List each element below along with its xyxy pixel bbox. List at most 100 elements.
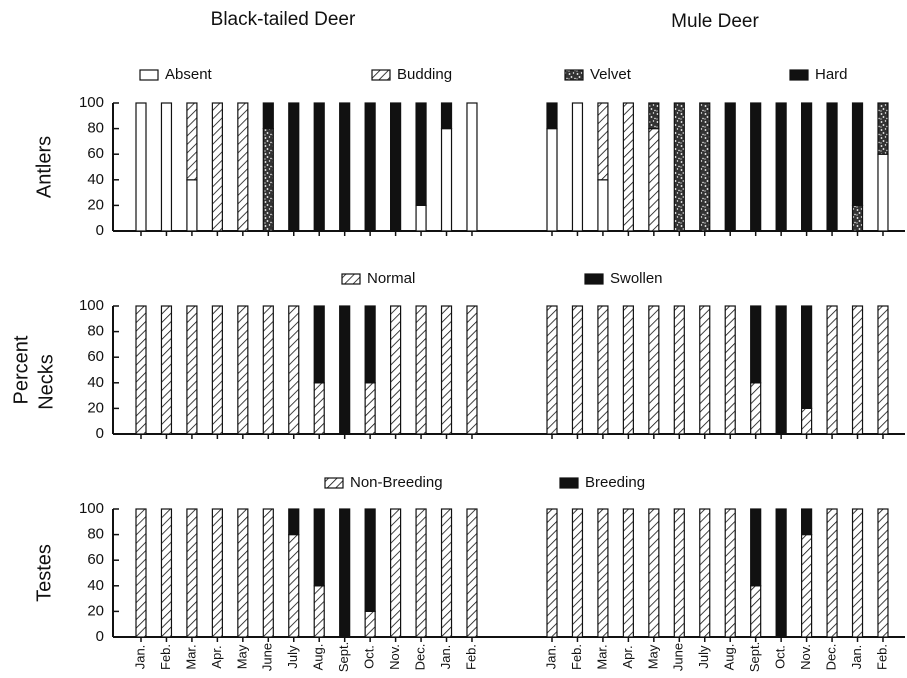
bar-segment xyxy=(364,102,376,232)
x-tick-label: June xyxy=(671,643,686,671)
bar-segment xyxy=(546,305,558,435)
x-tick-label: Feb. xyxy=(158,644,173,670)
bar-segment xyxy=(186,179,198,232)
bar-segment xyxy=(775,305,787,435)
bar-segment xyxy=(415,102,427,207)
legend-swatch xyxy=(789,69,809,81)
legend-swatch xyxy=(324,477,344,489)
y-tick-label: 0 xyxy=(96,425,104,442)
bar-segment xyxy=(440,305,453,435)
y-tick-label: 40 xyxy=(87,577,104,594)
bar-segment xyxy=(750,585,762,638)
y-axis-label: Percent xyxy=(10,335,32,404)
bar-segment xyxy=(750,508,762,587)
y-tick-label: 80 xyxy=(87,120,104,137)
bar-segment xyxy=(775,102,787,232)
bar-segment xyxy=(877,508,889,638)
bar-segment xyxy=(313,508,325,587)
bar-segment xyxy=(851,305,864,435)
bar-segment xyxy=(288,508,300,536)
bar-segment xyxy=(851,204,864,232)
bar-segment xyxy=(750,305,762,384)
y-tick-label: 20 xyxy=(87,399,104,416)
x-tick-label: Jan. xyxy=(438,645,453,670)
bar-segment xyxy=(826,508,838,638)
bar-segment xyxy=(800,407,813,435)
bar-segment xyxy=(160,305,173,435)
bar-segment xyxy=(597,305,609,435)
x-tick-label: Dec. xyxy=(823,644,838,671)
bar-segment xyxy=(364,508,376,613)
bar-segment xyxy=(466,305,478,435)
bar-segment xyxy=(288,102,300,232)
bar-segment xyxy=(648,128,660,232)
bar-segment xyxy=(699,508,711,638)
y-tick-label: 40 xyxy=(87,374,104,391)
bar-segment xyxy=(800,533,813,638)
bar-segment xyxy=(673,305,685,435)
legend-label: Absent xyxy=(165,66,213,83)
bar-segment xyxy=(313,102,325,232)
legend-label: Non-Breeding xyxy=(350,474,443,491)
bar-segment xyxy=(546,128,558,232)
bar-segment xyxy=(800,102,813,232)
bar-segment xyxy=(160,102,173,232)
y-tick-label: 40 xyxy=(87,171,104,188)
bar-segment xyxy=(673,102,685,232)
x-tick-label: July xyxy=(696,645,711,669)
bar-segment xyxy=(750,102,762,232)
bar-segment xyxy=(211,305,223,435)
x-tick-label: Mar. xyxy=(183,644,198,669)
bar-segment xyxy=(237,305,249,435)
bar-segment xyxy=(648,102,660,130)
x-tick-label: Aug. xyxy=(311,644,326,671)
y-tick-label: 60 xyxy=(87,348,104,365)
y-tick-label: 0 xyxy=(96,222,104,239)
row-label: Necks xyxy=(35,354,57,410)
x-tick-label: Sept. xyxy=(336,642,351,672)
legend-label: Breeding xyxy=(585,474,645,491)
bar-segment xyxy=(546,102,558,130)
bar-segment xyxy=(750,382,762,435)
x-tick-label: Nov. xyxy=(798,644,813,670)
x-tick-label: June xyxy=(260,643,275,671)
bar-segment xyxy=(440,508,453,638)
bar-segment xyxy=(571,508,584,638)
bar-segment xyxy=(135,102,147,232)
y-tick-label: 100 xyxy=(79,297,104,314)
bar-segment xyxy=(313,305,325,384)
bar-segment xyxy=(211,508,223,638)
x-tick-label: July xyxy=(285,645,300,669)
bar-segment xyxy=(622,508,634,638)
bar-segment xyxy=(339,305,351,435)
y-tick-label: 20 xyxy=(87,196,104,213)
legend-swatch xyxy=(564,69,584,81)
bar-segment xyxy=(571,305,584,435)
x-tick-label: Nov. xyxy=(387,644,402,670)
x-tick-label: Aug. xyxy=(722,644,737,671)
x-tick-label: May xyxy=(645,644,660,669)
y-tick-label: 80 xyxy=(87,526,104,543)
x-tick-label: Jan. xyxy=(543,645,558,670)
bar-segment xyxy=(851,102,864,207)
bar-segment xyxy=(415,305,427,435)
bar-segment xyxy=(288,533,300,638)
bar-segment xyxy=(262,128,274,232)
bar-segment xyxy=(597,179,609,232)
bar-segment xyxy=(313,585,325,638)
legend-label: Velvet xyxy=(590,66,632,83)
x-tick-label: Jan. xyxy=(132,645,147,670)
bar-segment xyxy=(186,102,198,181)
bar-segment xyxy=(648,508,660,638)
y-tick-label: 80 xyxy=(87,323,104,340)
bar-segment xyxy=(186,305,198,435)
bar-segment xyxy=(546,508,558,638)
bar-segment xyxy=(724,102,736,232)
y-tick-label: 60 xyxy=(87,145,104,162)
bar-segment xyxy=(673,508,685,638)
y-tick-label: 20 xyxy=(87,602,104,619)
legend-label: Normal xyxy=(367,270,415,287)
legend-label: Hard xyxy=(815,66,848,83)
bar-segment xyxy=(597,102,609,181)
